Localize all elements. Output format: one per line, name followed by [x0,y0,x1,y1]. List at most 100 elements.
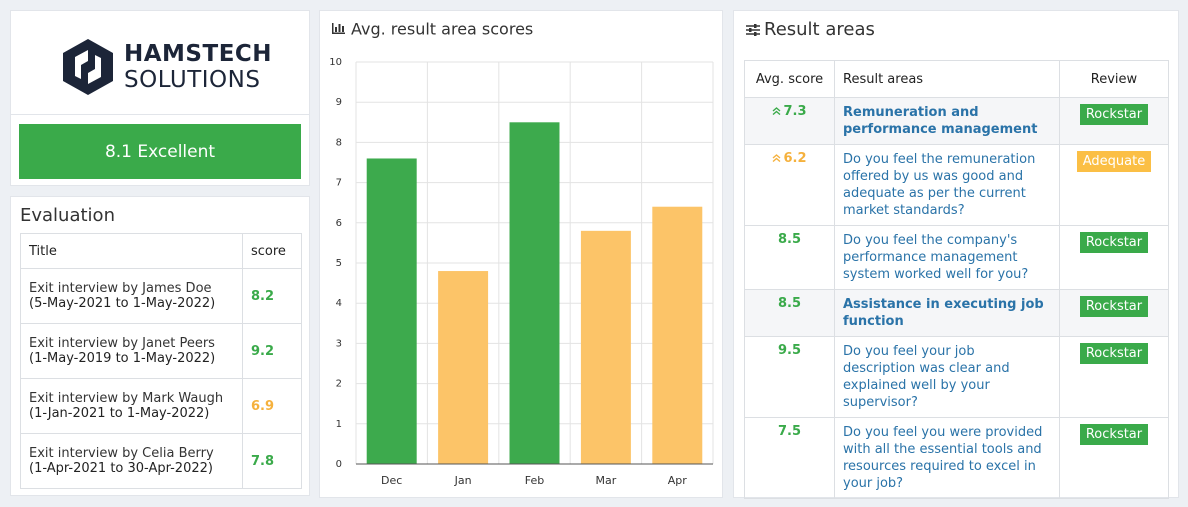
column-header: Result areas [834,60,1060,98]
score-cell: 7.5 [744,417,835,499]
table-row: 8.5 Assistance in executing job function R… [744,289,1169,337]
title-cell: Exit interview by Mark Waugh (1-Jan-2021 … [20,378,243,434]
score-cell: 9.2 [242,323,302,379]
table-row: 7.3 Remuneration and performance manageme… [744,97,1169,145]
bar [438,271,489,464]
y-tick-label: 0 [336,459,342,470]
logo-panel: HAMSTECH SOLUTIONS 8.1 Excellent [10,10,310,186]
panel-title: Evaluation [20,205,115,226]
chart-title: Avg. result area scores [351,20,533,39]
filter-icon [746,24,760,36]
result-area-text: Do you feel you were provided with all t… [834,417,1060,499]
x-tick-label: Dec [381,474,402,487]
chart-panel: Avg. result area scores 0 1 2 3 4 5 6 7 8 9 10 Dec J… [319,10,723,498]
x-tick-label: Feb [525,474,544,487]
y-tick-label: 8 [336,137,342,148]
y-tick-label: 7 [336,178,342,189]
review-badge: Rockstar [1079,424,1149,445]
y-tick-label: 9 [336,97,342,108]
interview-period: (1-May-2019 to 1-May-2022) [29,351,216,366]
table-row: Exit interview by James Doe (5-May-2021 t… [20,268,302,324]
bar [509,122,560,465]
x-tick-label: Apr [668,474,688,487]
score-value: 9.5 [777,343,802,358]
evaluation-panel: Evaluation Title score Exit interview by… [10,196,310,496]
column-header: Title [20,233,243,269]
table-row: Exit interview by Mark Waugh (1-Jan-2021 … [20,378,302,434]
result-area-text: Remuneration and performance management [834,97,1060,145]
review-cell: Rockstar [1059,97,1169,145]
header-row: Avg. score Result areas Review [744,60,1169,98]
divider [11,114,309,115]
result-areas-panel: Result areas Avg. score Result areas Rev… [733,10,1179,499]
review-cell: Adequate [1059,144,1169,226]
overall-score: 8.1 Excellent [19,124,301,179]
review-badge: Rockstar [1079,296,1149,317]
bar [652,206,703,464]
interview-name: Exit interview by Janet Peers [29,336,215,351]
table-row: 7.5 Do you feel you were provided with al… [744,417,1169,499]
title-cell: Exit interview by Janet Peers (1-May-2019… [20,323,243,379]
review-badge: Rockstar [1079,232,1149,253]
score-value: 8.5 [777,296,802,311]
table-row: Exit interview by Celia Berry (1-Apr-2021… [20,433,302,489]
y-tick-label: 5 [336,258,342,269]
chart: Avg. result area scores 0 1 2 3 4 5 6 7 8 9 10 Dec J… [329,20,714,487]
table-row: 6.2 Do you feel the remuneration offered … [744,144,1169,226]
score-cell: 6.9 [242,378,302,434]
score-cell: 6.2 [744,144,835,226]
score-value: 6.2 [783,151,807,166]
interview-name: Exit interview by Celia Berry [29,446,214,461]
score-value: 7.5 [777,424,802,439]
y-tick-label: 2 [336,379,342,390]
review-badge: Adequate [1076,151,1152,172]
review-badge: Rockstar [1079,104,1149,125]
score-cell: 8.2 [242,268,302,324]
result-area-text: Do you feel the remuneration offered by … [834,144,1060,226]
column-header: score [242,233,302,269]
score-cell: 9.5 [744,336,835,418]
bar [580,230,631,464]
y-tick-label: 4 [336,298,342,309]
chart-icon [332,23,345,34]
column-header: Review [1059,60,1169,98]
score-value: 7.3 [783,104,807,119]
header-row: Title score [20,233,302,269]
x-tick-label: Mar [596,474,617,487]
score-cell: 8.5 [744,225,835,290]
interview-period: (5-May-2021 to 1-May-2022) [29,296,216,311]
score-cell: 7.8 [242,433,302,489]
result-area-text: Assistance in executing job function [834,289,1060,337]
review-cell: Rockstar [1059,336,1169,418]
y-tick-label: 6 [336,218,342,229]
interview-name: Exit interview by James Doe [29,281,212,296]
y-tick-label: 10 [329,57,342,68]
score-cell: 8.5 [744,289,835,337]
score-cell: 7.3 [744,97,835,145]
review-cell: Rockstar [1059,225,1169,290]
result-area-text: Do you feel the company's performance ma… [834,225,1060,290]
bar [366,158,417,465]
interview-name: Exit interview by Mark Waugh [29,391,224,406]
interview-period: (1-Apr-2021 to 30-Apr-2022) [29,461,213,476]
title-cell: Exit interview by Celia Berry (1-Apr-2021… [20,433,243,489]
y-tick-label: 3 [336,338,342,349]
review-cell: Rockstar [1059,289,1169,337]
x-tick-label: Jan [454,474,472,487]
result-area-text: Do you feel your job description was cle… [834,336,1060,418]
title-cell: Exit interview by James Doe (5-May-2021 t… [20,268,243,324]
trend-icon [773,154,781,163]
result-areas-table: Avg. score Result areas Review 7.3 Remune… [744,60,1169,499]
review-badge: Rockstar [1079,343,1149,364]
review-cell: Rockstar [1059,417,1169,499]
evaluation-table: Title score Exit interview by James Doe(… [20,233,302,489]
column-header: Avg. score [744,60,835,98]
y-tick-label: 1 [336,419,342,430]
logo-icon [63,39,113,95]
score-value: 8.5 [777,232,802,247]
interview-period: (1-Jan-2021 to 1-May-2022) [29,406,210,421]
brand-top: HAMSTECH [124,41,273,67]
table-row: 9.5 Do you feel your job description was … [744,336,1169,418]
trend-icon [773,107,781,116]
